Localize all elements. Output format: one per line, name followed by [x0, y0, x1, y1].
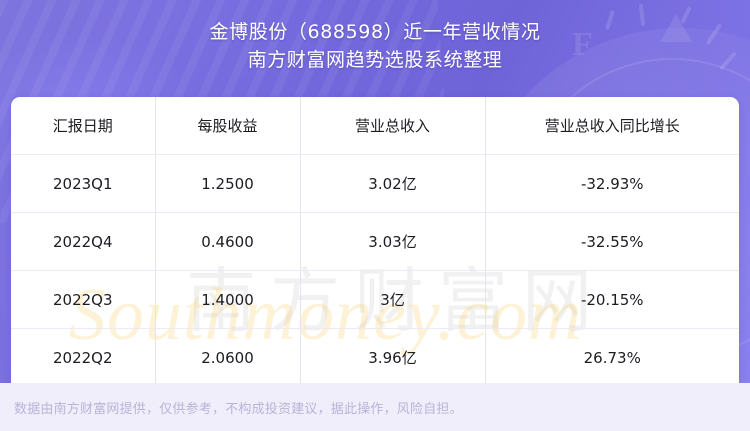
page-title: 金博股份（688598）近一年营收情况 南方财富网趋势选股系统整理 — [0, 18, 750, 74]
financial-table-card: 南方财富网 Southmoney.com 汇报日期 每股收益 营业总收入 营业总… — [11, 97, 739, 383]
column-header-growth: 营业总收入同比增长 — [485, 97, 739, 155]
footer-bar: 数据由南方财富网提供，仅供参考，不构成投资建议，据此操作，风险自担。 — [0, 383, 750, 431]
cell-eps: 1.2500 — [155, 154, 301, 213]
footer-disclaimer: 数据由南方财富网提供，仅供参考，不构成投资建议，据此操作，风险自担。 — [14, 401, 463, 417]
table-row: 2023Q1 1.2500 3.02亿 -32.93% — [11, 154, 739, 213]
column-header-revenue: 营业总收入 — [300, 97, 486, 155]
cell-revenue: 3.02亿 — [300, 154, 486, 213]
cell-growth: -32.55% — [485, 212, 739, 271]
table-row: 2022Q4 0.4600 3.03亿 -32.55% — [11, 212, 739, 271]
cell-growth: -32.93% — [485, 154, 739, 213]
cell-period: 2022Q2 — [11, 328, 156, 383]
cell-revenue: 3.96亿 — [300, 328, 486, 383]
table-row: 2022Q3 1.4000 3亿 -20.15% — [11, 270, 739, 329]
column-header-period: 汇报日期 — [11, 97, 156, 155]
column-header-eps: 每股收益 — [155, 97, 301, 155]
financial-data-table: 汇报日期 每股收益 营业总收入 营业总收入同比增长 2023Q1 1.2500 … — [11, 97, 739, 383]
cell-eps: 2.0600 — [155, 328, 301, 383]
cell-eps: 0.4600 — [155, 212, 301, 271]
table-row: 2022Q2 2.0600 3.96亿 26.73% — [11, 328, 739, 383]
cell-revenue: 3.03亿 — [300, 212, 486, 271]
cell-eps: 1.4000 — [155, 270, 301, 329]
table-header-row: 汇报日期 每股收益 营业总收入 营业总收入同比增长 — [11, 97, 739, 155]
cell-growth: 26.73% — [583, 348, 641, 367]
cell-revenue: 3亿 — [300, 270, 486, 329]
title-line-secondary: 南方财富网趋势选股系统整理 — [247, 49, 503, 71]
cell-growth: -20.15% — [485, 270, 739, 329]
cell-period: 2023Q1 — [11, 154, 156, 213]
cell-period: 2022Q3 — [11, 270, 156, 329]
title-line-primary: 金博股份（688598）近一年营收情况 — [209, 21, 541, 43]
cell-period: 2022Q4 — [11, 212, 156, 271]
